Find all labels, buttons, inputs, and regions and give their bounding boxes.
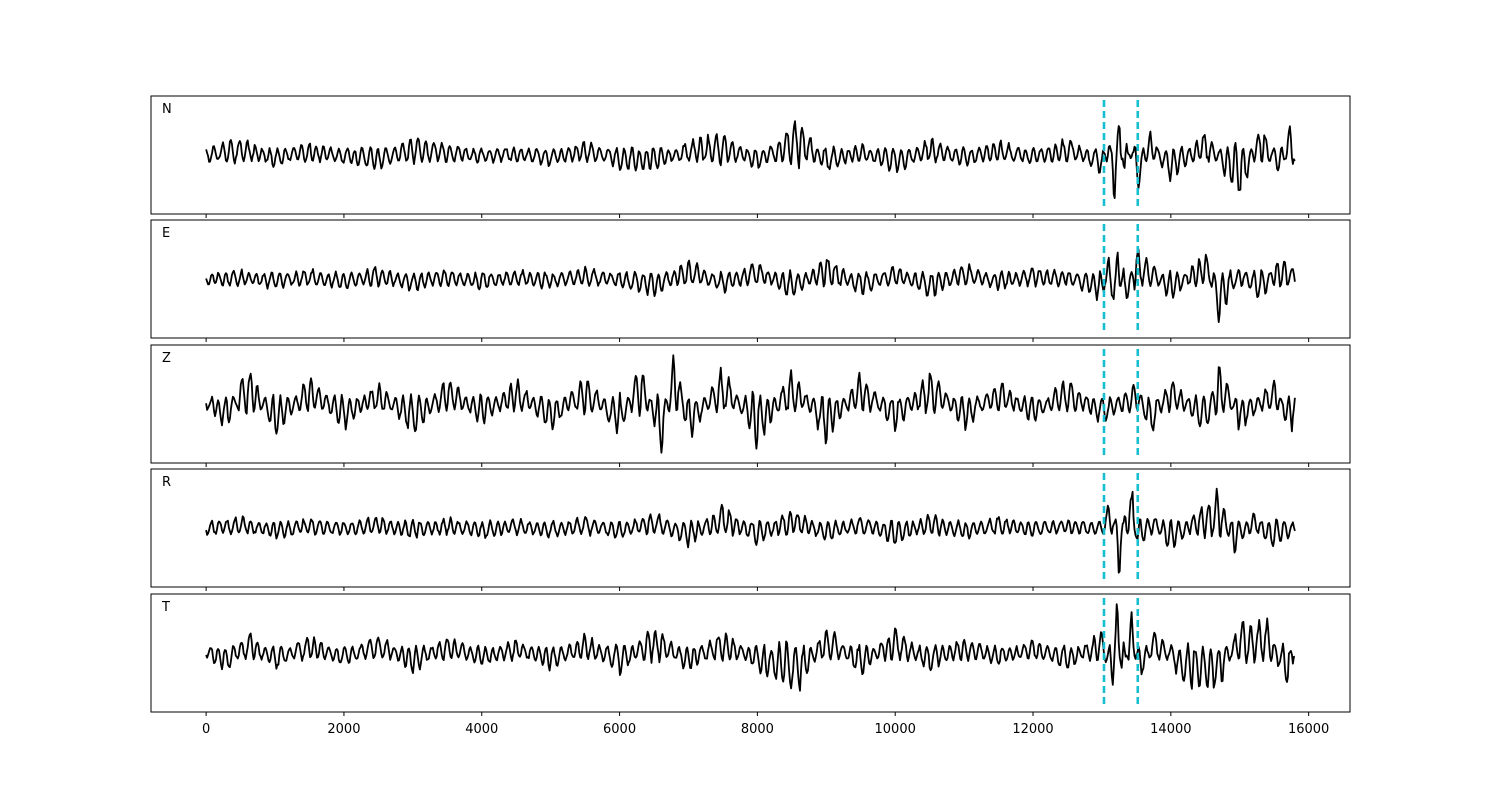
panel-label-t: T bbox=[161, 600, 170, 615]
panel-label-z: Z bbox=[162, 351, 171, 366]
x-tick-label-6000: 6000 bbox=[603, 722, 636, 737]
panel-label-r: R bbox=[162, 475, 171, 490]
trace-line-n bbox=[205, 120, 1296, 199]
panel-label-e: E bbox=[162, 226, 170, 241]
x-tick-label-10000: 10000 bbox=[875, 722, 916, 737]
panel-frame-t bbox=[150, 593, 1351, 713]
panel-e: E bbox=[150, 219, 1351, 342]
trace-line-t bbox=[205, 603, 1295, 692]
x-tick-label-12000: 12000 bbox=[1012, 722, 1053, 737]
panel-frame-e bbox=[150, 219, 1351, 339]
panel-n: N bbox=[150, 95, 1351, 218]
x-tick-label-2000: 2000 bbox=[327, 722, 360, 737]
x-tick-label-14000: 14000 bbox=[1150, 722, 1191, 737]
x-tick-label-4000: 4000 bbox=[465, 722, 498, 737]
panels-group: N E Z R T bbox=[150, 95, 1351, 716]
panel-label-n: N bbox=[162, 102, 172, 117]
panel-r: R bbox=[150, 468, 1351, 591]
trace-line-r bbox=[205, 487, 1296, 574]
x-tick-label-16000: 16000 bbox=[1288, 722, 1329, 737]
x-tick-label-8000: 8000 bbox=[741, 722, 774, 737]
x-axis: 0 2000 4000 6000 8000 10000 12000 14000 16000 bbox=[202, 722, 1329, 737]
panel-frame-n bbox=[150, 95, 1351, 215]
trace-line-z bbox=[205, 354, 1296, 454]
trace-line-e bbox=[205, 248, 1296, 323]
panel-t: T bbox=[150, 593, 1351, 716]
panel-frame-z bbox=[150, 344, 1351, 464]
x-tick-label-0: 0 bbox=[202, 722, 210, 737]
panel-z: Z bbox=[150, 344, 1351, 467]
panel-frame-r bbox=[150, 468, 1351, 588]
